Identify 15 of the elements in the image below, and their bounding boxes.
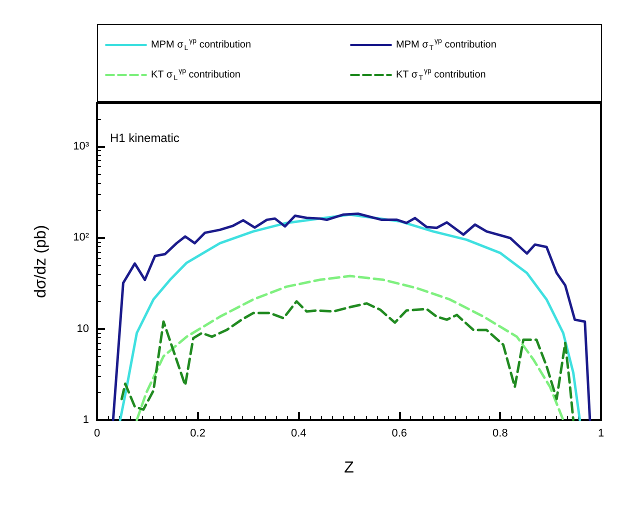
x-tick-label: 0.6 — [392, 428, 408, 440]
x-tick-label: 0.8 — [492, 428, 508, 440]
y-axis-title: dσ/dz (pb) — [32, 224, 50, 298]
line-series — [136, 274, 564, 422]
x-tick-label: 0.2 — [190, 428, 206, 440]
x-tick-label: 0.4 — [290, 428, 306, 440]
y-tick-label: 10³ — [73, 140, 90, 152]
x-axis-title: Z — [344, 460, 354, 476]
y-tick-label: 10 — [76, 322, 89, 335]
x-tick-label: 1 — [598, 428, 604, 440]
line-series — [120, 300, 575, 422]
x-tick-label: 0 — [94, 428, 100, 440]
y-tick-label: 1 — [82, 414, 89, 426]
annotation: H1 kinematic — [110, 131, 180, 145]
y-tick-label: 10² — [73, 232, 90, 244]
